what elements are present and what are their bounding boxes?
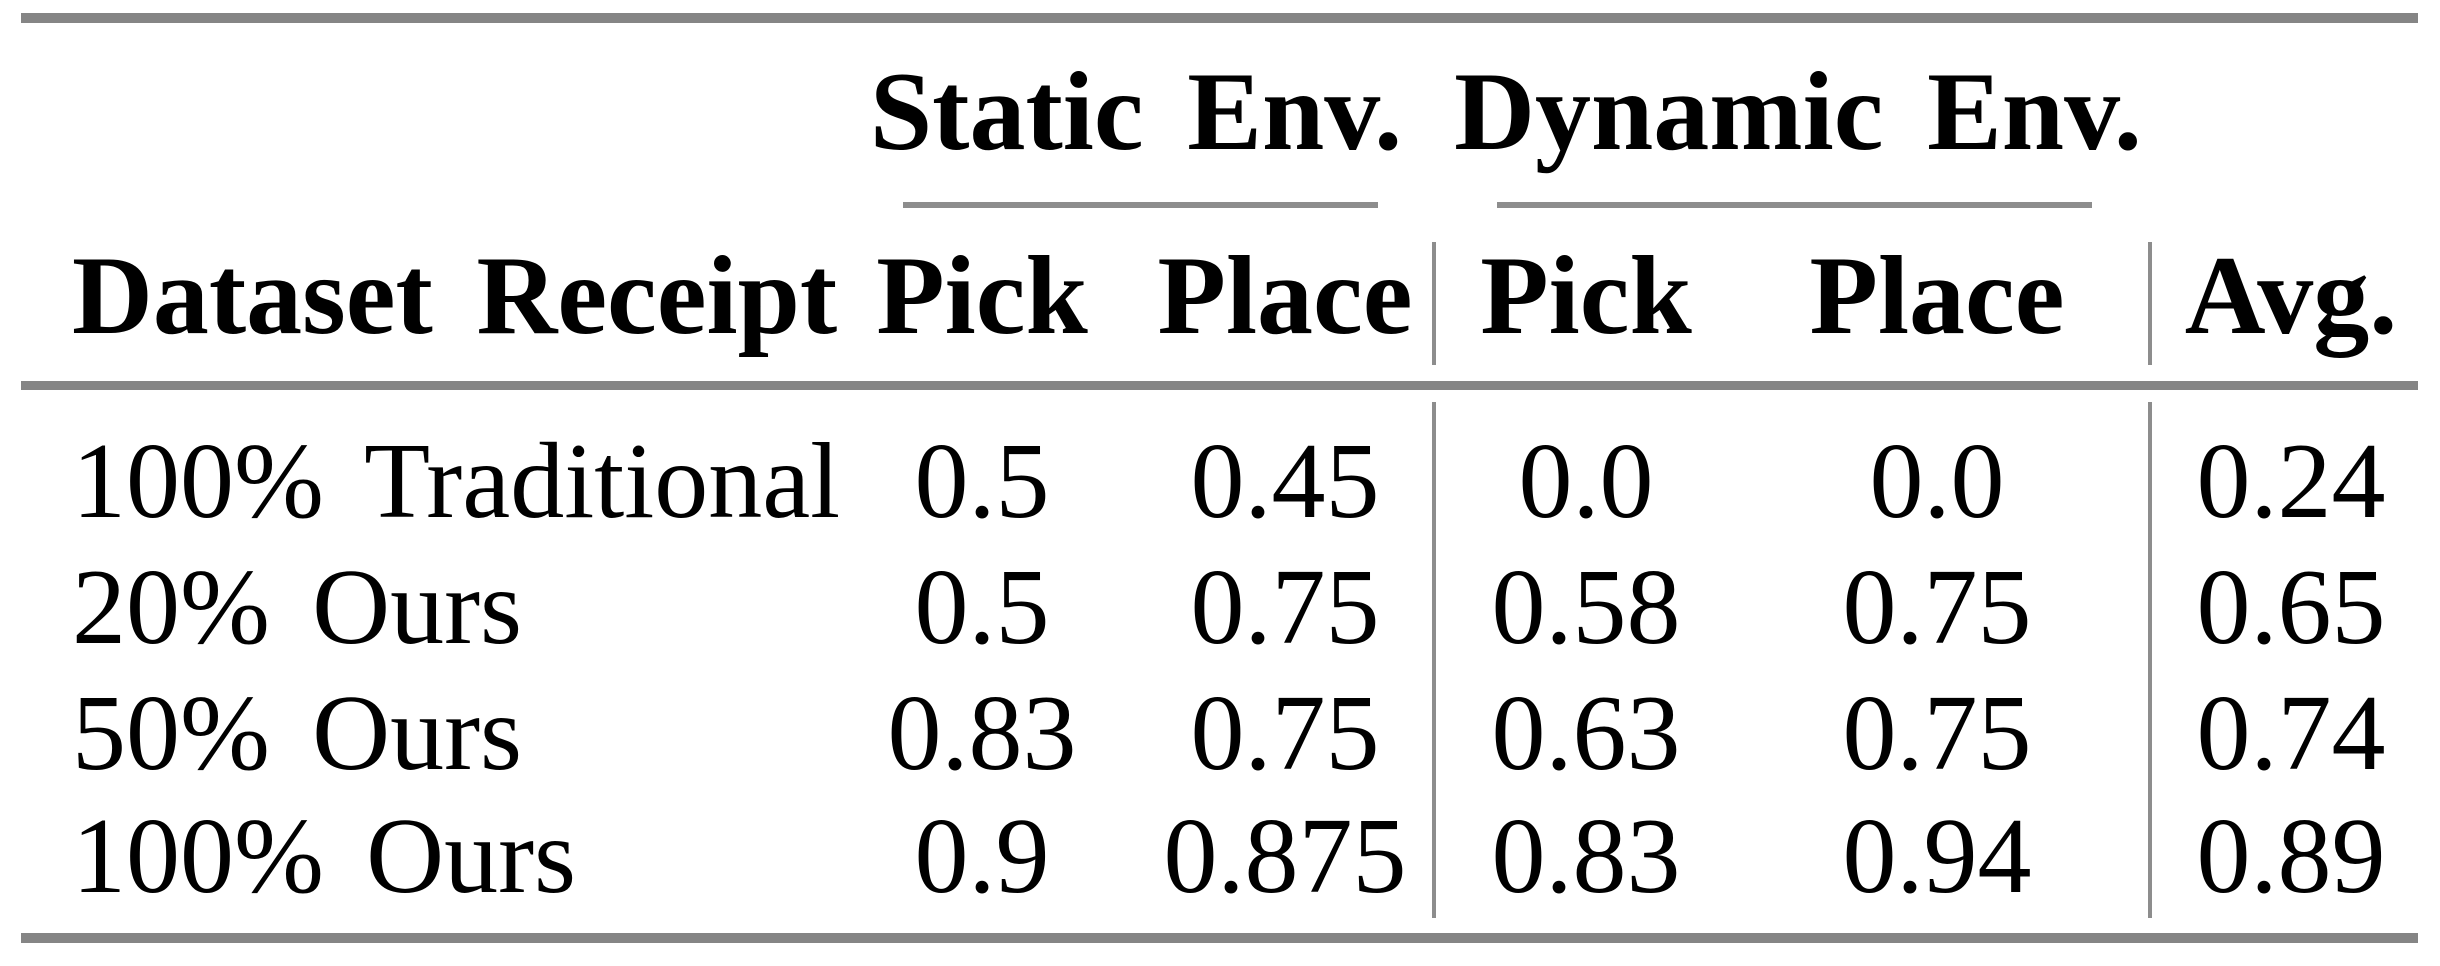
column-header-static-pick: Pick [876,234,1088,358]
dynamic-env-span-rule [1497,202,2092,208]
column-header-dataset-receipt: Dataset Receipt [72,234,838,358]
row-label: 20% Ours [72,548,523,667]
cell-static-pick: 0.83 [887,674,1077,793]
table-header-rule [21,381,2418,390]
group-header-static-env: Static Env. [869,50,1403,174]
table-top-rule [21,13,2418,23]
cell-static-place: 0.875 [1163,797,1407,916]
column-header-avg: Avg. [2184,234,2398,358]
cell-avg: 0.89 [2196,797,2386,916]
cell-dynamic-place: 0.0 [1869,422,2005,541]
cell-static-pick: 0.9 [914,797,1050,916]
cell-dynamic-pick: 0.83 [1491,797,1681,916]
column-separator-dynamic-avg [2148,402,2152,918]
cell-dynamic-place: 0.75 [1842,674,2032,793]
static-env-span-rule [903,202,1378,208]
cell-dynamic-pick: 0.63 [1491,674,1681,793]
cell-static-place: 0.75 [1190,674,1380,793]
column-header-dynamic-pick: Pick [1480,234,1692,358]
cell-avg: 0.74 [2196,674,2386,793]
cell-avg: 0.24 [2196,422,2386,541]
cell-static-place: 0.75 [1190,548,1380,667]
column-separator-static-dynamic [1432,402,1436,918]
cell-dynamic-place: 0.75 [1842,548,2032,667]
cell-static-place: 0.45 [1190,422,1380,541]
row-label: 100% Traditional [72,422,841,541]
cell-static-pick: 0.5 [914,422,1050,541]
column-separator-static-dynamic [1432,242,1436,365]
table-bottom-rule [21,933,2418,943]
group-header-dynamic-env: Dynamic Env. [1454,50,2142,174]
column-header-dynamic-place: Place [1809,234,2065,358]
cell-static-pick: 0.5 [914,548,1050,667]
row-label: 100% Ours [72,797,577,916]
cell-avg: 0.65 [2196,548,2386,667]
cell-dynamic-pick: 0.0 [1518,422,1654,541]
column-separator-dynamic-avg [2148,242,2152,365]
column-header-static-place: Place [1157,234,1413,358]
cell-dynamic-place: 0.94 [1842,797,2032,916]
row-label: 50% Ours [72,674,523,793]
cell-dynamic-pick: 0.58 [1491,548,1681,667]
